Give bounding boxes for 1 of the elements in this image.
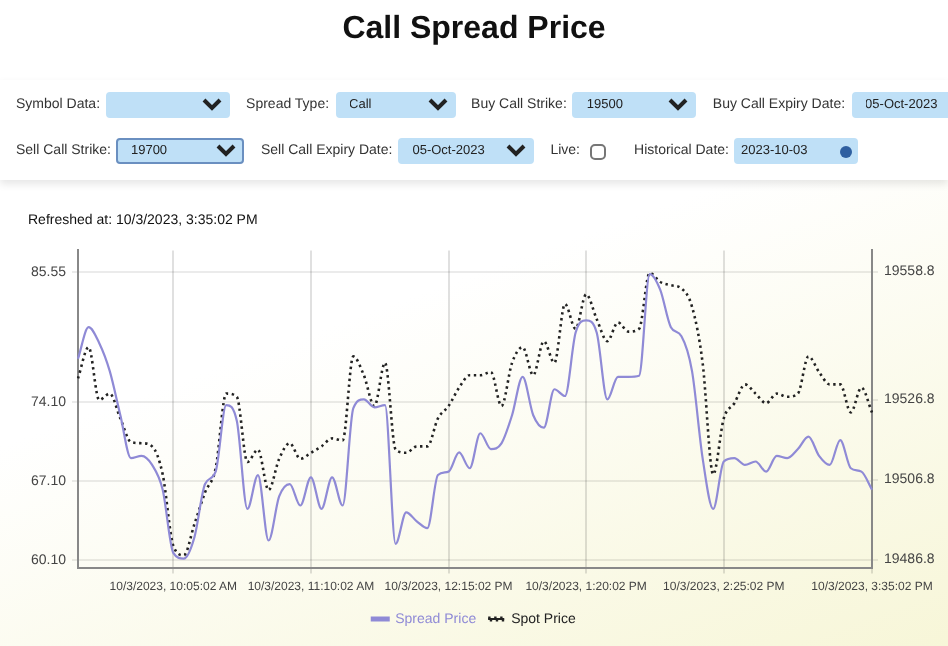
chart-title: Call Spread Price [340, 12, 608, 48]
